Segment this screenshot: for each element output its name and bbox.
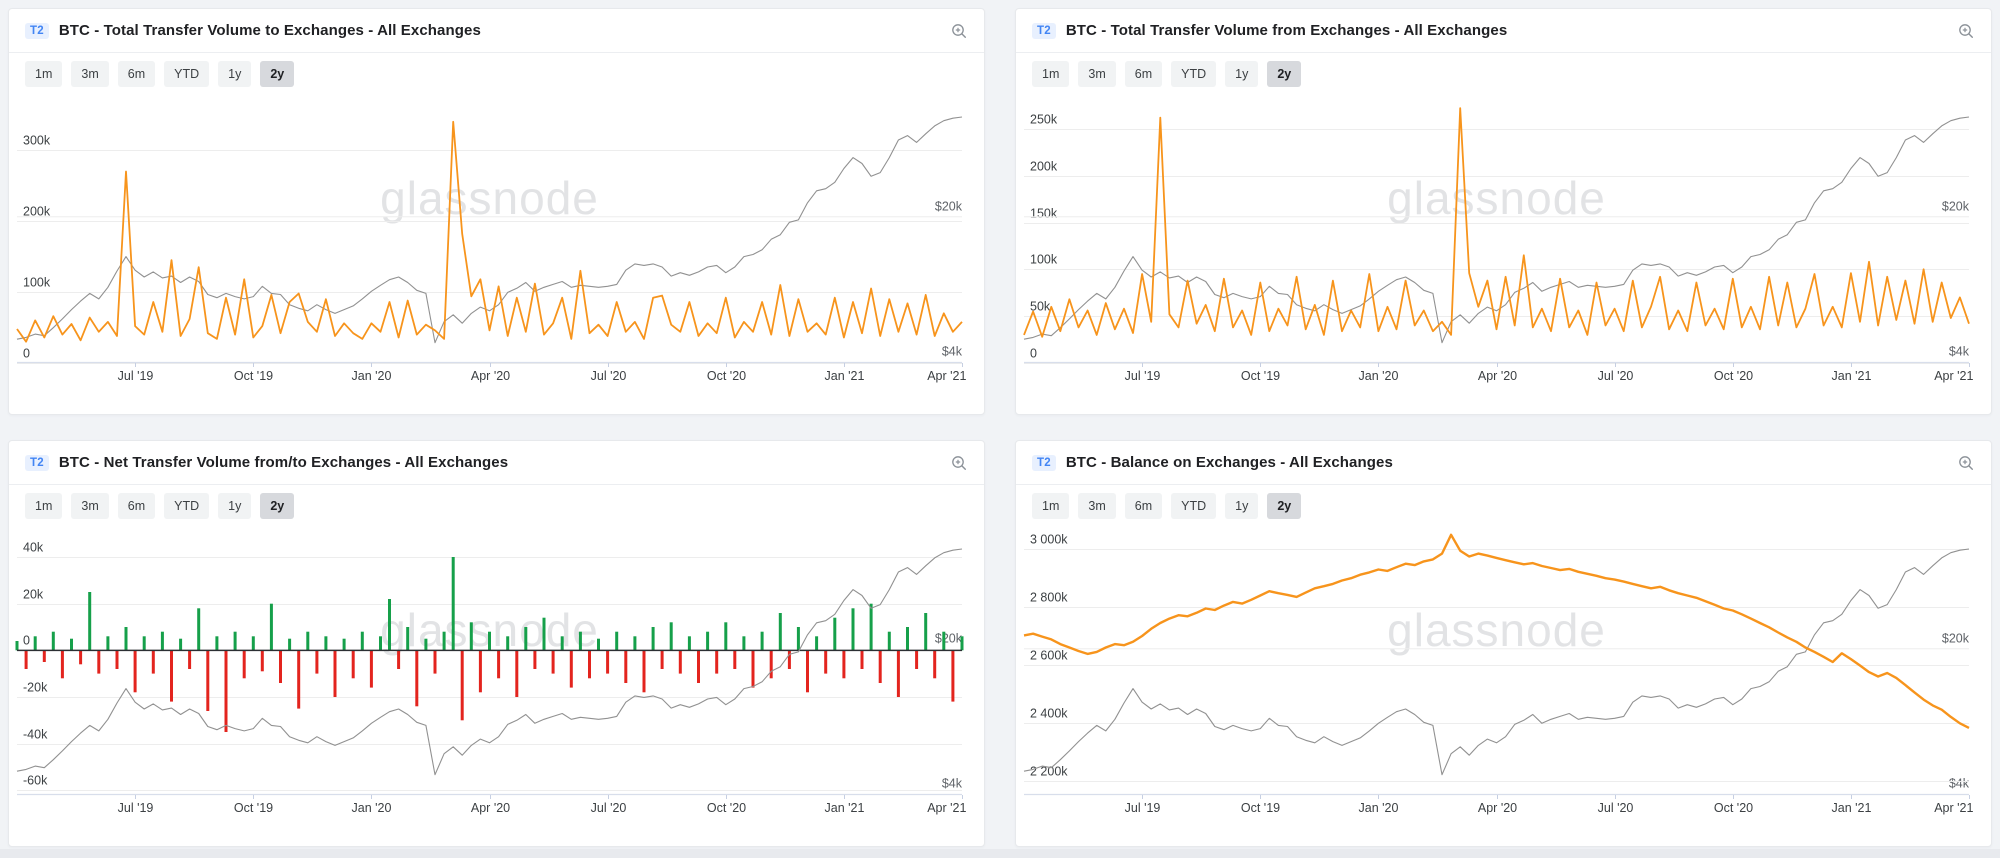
x-axis-label: Jul '20 <box>590 369 627 383</box>
zoom-in-button[interactable] <box>948 452 970 474</box>
x-axis-label: Oct '20 <box>1713 369 1754 383</box>
x-axis-label: Apr '20 <box>1477 369 1518 383</box>
chart-panel-balance-on-exchanges: T2 BTC - Balance on Exchanges - All Exch… <box>1015 440 1992 847</box>
range-button-6m[interactable]: 6m <box>117 61 156 87</box>
zoom-in-button[interactable] <box>948 20 970 42</box>
x-axis-label: Apr '21 <box>1934 369 1974 383</box>
panel-header: T2 BTC - Net Transfer Volume from/to Exc… <box>9 441 984 485</box>
panel-title: BTC - Balance on Exchanges - All Exchang… <box>1065 454 1393 471</box>
range-button-ytd[interactable]: YTD <box>164 493 210 519</box>
t2-badge: T2 <box>1032 454 1056 471</box>
range-button-3m[interactable]: 3m <box>71 493 109 519</box>
range-selector: 1m 3m 6m YTD 1y 2y <box>25 61 295 87</box>
x-axis-label: Jan '20 <box>1358 369 1399 383</box>
x-axis-label: Apr '20 <box>470 369 511 383</box>
btc-price-line <box>1023 116 1970 344</box>
range-button-2y[interactable]: 2y <box>1267 493 1302 519</box>
t2-badge: T2 <box>25 22 49 39</box>
panel-title: BTC - Total Transfer Volume from Exchang… <box>1065 22 1508 39</box>
x-axis-label: Oct '19 <box>233 369 274 383</box>
range-button-2y[interactable]: 2y <box>260 493 295 519</box>
x-axis-label: Jul '20 <box>1597 369 1634 383</box>
x-axis-label: Jul '19 <box>1124 369 1161 383</box>
range-button-1y[interactable]: 1y <box>1225 493 1259 519</box>
transfer-volume-from-exchanges-line <box>1023 107 1970 338</box>
x-axis-label: Oct '19 <box>1240 801 1281 815</box>
x-axis-label: Oct '20 <box>1713 801 1754 815</box>
range-button-1y[interactable]: 1y <box>218 61 252 87</box>
x-axis-label: Apr '21 <box>1934 801 1974 815</box>
x-axis-label: Jan '21 <box>824 369 865 383</box>
x-axis-label: Oct '19 <box>1240 369 1281 383</box>
plot-area[interactable]: glassnode 0 50k 100k 150k 200k 250k $20k $4k Jul… <box>1023 97 1973 383</box>
x-axis-label: Jul '20 <box>1597 801 1634 815</box>
panel-header: T2 BTC - Balance on Exchanges - All Exch… <box>1016 441 1991 485</box>
x-axis-label: Jul '19 <box>117 801 154 815</box>
x-axis-label: Apr '20 <box>1477 801 1518 815</box>
range-button-1m[interactable]: 1m <box>25 61 63 87</box>
range-button-ytd[interactable]: YTD <box>1171 493 1217 519</box>
plot-area[interactable]: glassnode -60k -40k -20k 0 20k 40k $20k $4k Jul … <box>15 529 966 815</box>
range-button-3m[interactable]: 3m <box>71 61 109 87</box>
btc-price-line <box>1023 548 1970 776</box>
range-selector: 1m 3m 6m YTD 1y 2y <box>1032 493 1302 519</box>
balance-on-exchanges-line <box>1023 533 1970 729</box>
range-selector: 1m 3m 6m YTD 1y 2y <box>1032 61 1302 87</box>
range-button-ytd[interactable]: YTD <box>164 61 210 87</box>
magnifier-plus-icon <box>1959 23 1974 38</box>
range-selector: 1m 3m 6m YTD 1y 2y <box>25 493 295 519</box>
t2-badge: T2 <box>25 454 49 471</box>
panel-title: BTC - Net Transfer Volume from/to Exchan… <box>58 454 509 471</box>
transfer-volume-to-exchanges-line <box>16 120 963 343</box>
chart-panel-transfer-volume-from-exchanges: T2 BTC - Total Transfer Volume from Exch… <box>1015 8 1992 415</box>
range-button-6m[interactable]: 6m <box>1124 493 1163 519</box>
plot-area[interactable]: glassnode 2 200k 2 400k 2 600k 2 800k 3 000k… <box>1023 529 1973 815</box>
x-axis-label: Jul '20 <box>590 801 627 815</box>
range-button-2y[interactable]: 2y <box>1267 61 1302 87</box>
magnifier-plus-icon <box>952 455 967 470</box>
range-button-1y[interactable]: 1y <box>218 493 252 519</box>
range-button-3m[interactable]: 3m <box>1078 493 1116 519</box>
range-button-1y[interactable]: 1y <box>1225 61 1259 87</box>
x-axis-label: Apr '20 <box>470 801 511 815</box>
x-axis-label: Oct '20 <box>706 369 747 383</box>
x-axis-label: Jan '20 <box>1358 801 1399 815</box>
chart-panel-transfer-volume-to-exchanges: T2 BTC - Total Transfer Volume to Exchan… <box>8 8 985 415</box>
range-button-2y[interactable]: 2y <box>260 61 295 87</box>
range-button-1m[interactable]: 1m <box>25 493 63 519</box>
magnifier-plus-icon <box>1959 455 1974 470</box>
net-volume-bars <box>15 557 964 732</box>
panel-title: BTC - Total Transfer Volume to Exchanges… <box>58 22 481 39</box>
x-axis-label: Jan '21 <box>1831 801 1872 815</box>
x-axis-label: Jan '20 <box>351 801 392 815</box>
x-axis-label: Oct '20 <box>706 801 747 815</box>
page-bottom-strip <box>0 849 2000 858</box>
plot-area[interactable]: glassnode 0 100k 200k 300k $20k $4k Jul '19 Oct… <box>16 97 966 383</box>
range-button-ytd[interactable]: YTD <box>1171 61 1217 87</box>
zoom-in-button[interactable] <box>1955 452 1977 474</box>
range-button-1m[interactable]: 1m <box>1032 493 1070 519</box>
range-button-6m[interactable]: 6m <box>1124 61 1163 87</box>
magnifier-plus-icon <box>952 23 967 38</box>
x-axis-label: Jan '21 <box>1831 369 1872 383</box>
zoom-in-button[interactable] <box>1955 20 1977 42</box>
t2-badge: T2 <box>1032 22 1056 39</box>
panel-header: T2 BTC - Total Transfer Volume from Exch… <box>1016 9 1991 53</box>
btc-price-line <box>16 548 963 776</box>
x-axis-label: Jul '19 <box>117 369 154 383</box>
x-axis-label: Apr '21 <box>927 369 967 383</box>
chart-panel-net-transfer-volume: T2 BTC - Net Transfer Volume from/to Exc… <box>8 440 985 847</box>
range-button-6m[interactable]: 6m <box>117 493 156 519</box>
x-axis-label: Jan '21 <box>824 801 865 815</box>
x-axis-label: Apr '21 <box>927 801 967 815</box>
range-button-3m[interactable]: 3m <box>1078 61 1116 87</box>
panel-header: T2 BTC - Total Transfer Volume to Exchan… <box>9 9 984 53</box>
x-axis-label: Jan '20 <box>351 369 392 383</box>
x-axis-label: Oct '19 <box>233 801 274 815</box>
x-axis-label: Jul '19 <box>1124 801 1161 815</box>
range-button-1m[interactable]: 1m <box>1032 61 1070 87</box>
